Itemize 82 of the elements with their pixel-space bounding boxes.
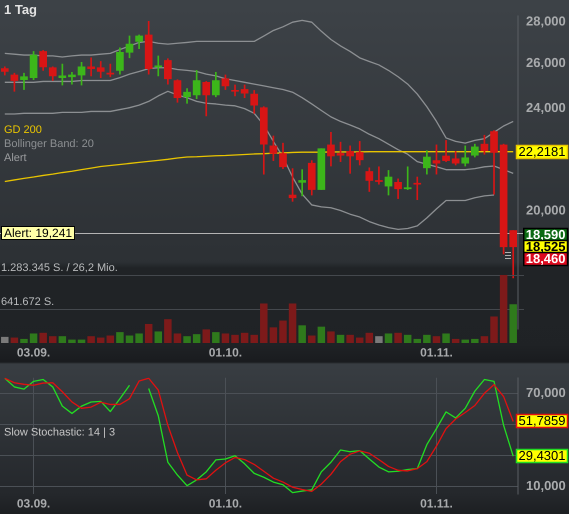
bar [356, 338, 364, 343]
annotation: Alert [4, 152, 27, 164]
bar [346, 334, 354, 343]
text: 18,525 [526, 239, 566, 254]
bar [116, 332, 124, 343]
bar [106, 336, 114, 343]
bar [270, 327, 278, 343]
text: GD 200 [4, 124, 42, 136]
text: 29,4301 [518, 448, 566, 464]
bar [509, 304, 517, 343]
bar [78, 340, 86, 343]
bar [462, 340, 469, 343]
bar [1, 336, 9, 343]
text: 18,590 [526, 227, 566, 242]
bar [87, 336, 95, 343]
bar [260, 304, 268, 343]
bar [471, 338, 479, 343]
bar [298, 325, 306, 343]
bar [423, 334, 431, 343]
text: 51,7859 [518, 413, 566, 428]
annotation: 22,2181 [518, 144, 566, 160]
bar [68, 340, 76, 343]
bar [39, 332, 47, 343]
bar [442, 333, 450, 343]
bar [222, 333, 230, 343]
bar [288, 304, 296, 343]
bar [30, 333, 38, 343]
bar [327, 331, 335, 343]
bar [10, 338, 18, 343]
x-tick-label: 01.10. [208, 346, 242, 360]
bar [414, 338, 422, 343]
candlestick [375, 166, 383, 185]
bar [154, 331, 162, 343]
x-tick-label: 03.09. [16, 346, 50, 360]
bar [164, 319, 172, 343]
bar [308, 336, 316, 343]
bar [375, 336, 383, 343]
bar [240, 332, 248, 343]
bar [480, 336, 488, 343]
bar [212, 332, 220, 343]
y-tick-label: 26,000 [526, 55, 566, 70]
bar [452, 338, 460, 343]
bar [174, 333, 182, 343]
ref-line-label: Alert: 19,241 [4, 226, 72, 240]
y-tick-label: 10,000 [526, 478, 566, 493]
bar [432, 336, 440, 343]
text: 18,460 [526, 251, 566, 266]
bar [336, 334, 344, 343]
bar [58, 336, 66, 343]
x-tick-label: 01.10. [208, 496, 242, 511]
bar [231, 334, 239, 343]
bar [144, 324, 152, 343]
bar [250, 334, 258, 343]
annotation: Slow Stochastic: 14 | 3 [4, 426, 116, 438]
y-tick-label: 20,000 [526, 202, 566, 218]
ref-line-label: 1.283.345 S. / 26,2 Mio. [1, 262, 118, 274]
bar [490, 316, 498, 343]
bar [183, 336, 191, 343]
bar [126, 336, 134, 343]
bar [192, 334, 200, 343]
y-tick-label: 28,000 [526, 13, 566, 28]
bar [394, 332, 402, 343]
x-tick-label: 01.11. [420, 346, 453, 360]
bar [384, 333, 392, 343]
ref-line-label: 641.672 S. [1, 296, 54, 308]
y-tick-label: 70,000 [526, 384, 566, 400]
bar [96, 338, 104, 343]
bar [366, 332, 374, 343]
bar [404, 334, 412, 343]
bar [202, 329, 210, 343]
bar [500, 275, 508, 343]
candlestick [318, 148, 326, 190]
x-tick-label: 03.09. [16, 496, 50, 511]
y-tick-label: 24,000 [526, 100, 566, 115]
bar [318, 326, 326, 343]
chart-subtitle: 1 Tag [4, 2, 37, 17]
bar [20, 338, 28, 343]
text: Bollinger Band: 20 [4, 138, 94, 150]
bar [279, 320, 287, 343]
bar [49, 336, 56, 343]
bar [135, 333, 143, 343]
x-tick-label: 01.11. [420, 496, 453, 511]
